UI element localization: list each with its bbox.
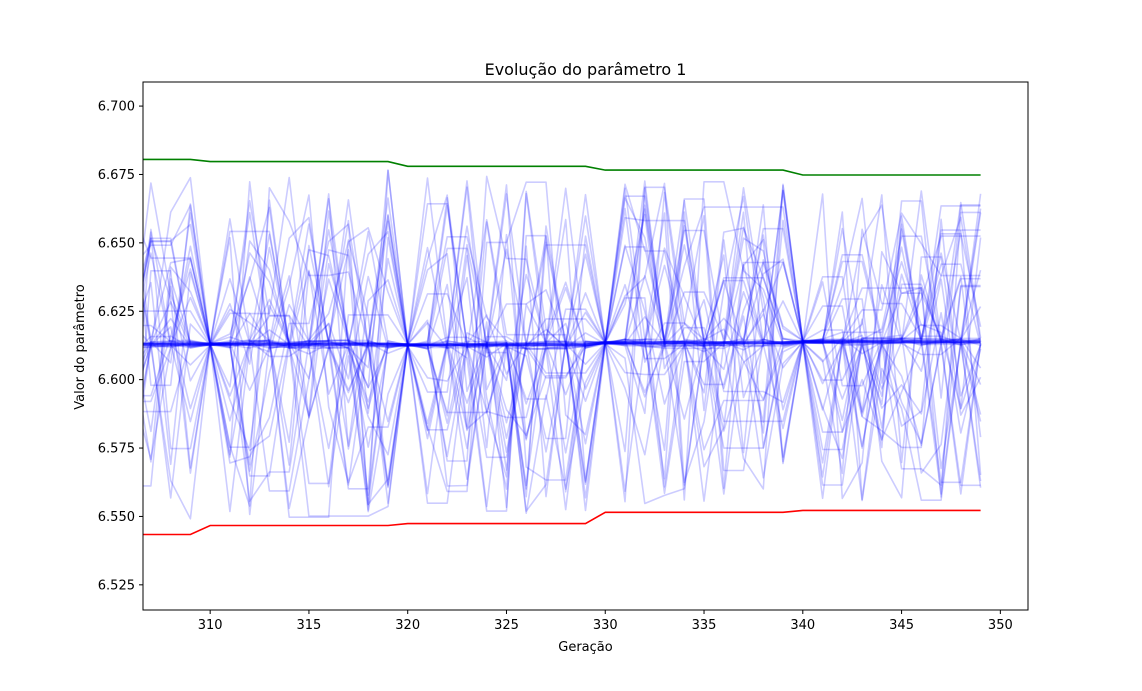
y-tick-label: 6.600 (98, 373, 135, 388)
population-line (143, 191, 981, 515)
population-line (143, 176, 981, 489)
population-line (143, 176, 982, 511)
population-line (143, 215, 982, 490)
population-line (143, 197, 982, 506)
y-axis-label: Valor do parâmetro (73, 284, 88, 410)
population-line (143, 184, 981, 498)
x-tick-label: 335 (692, 618, 717, 633)
x-tick-label: 320 (395, 618, 420, 633)
population-line (143, 183, 981, 486)
population-line (143, 183, 982, 513)
population-line (143, 204, 981, 510)
population-line (143, 193, 982, 495)
plot-frame (142, 81, 1029, 611)
x-tick-label: 350 (988, 618, 1013, 633)
x-tick-label: 325 (494, 618, 519, 633)
population-line (143, 190, 981, 440)
x-axis-label: Geração (558, 640, 612, 655)
population-line (143, 187, 982, 499)
x-tick-label: 310 (198, 618, 223, 633)
y-tick-label: 6.675 (98, 168, 135, 183)
population-line (143, 194, 982, 495)
population-line (143, 187, 982, 520)
upper-bound-line (143, 158, 981, 176)
population-line (143, 227, 981, 488)
x-tick-label: 330 (593, 618, 618, 633)
population-line (143, 180, 981, 506)
population-line (143, 169, 982, 511)
lower-bound-line (143, 509, 981, 536)
population-line (143, 198, 982, 498)
y-tick-label: 6.625 (98, 305, 135, 320)
y-tick-label: 6.700 (98, 100, 135, 115)
population-line (143, 181, 982, 493)
population-line (143, 169, 982, 499)
population-line (143, 193, 981, 450)
chart-title: Evolução do parâmetro 1 (485, 60, 687, 79)
y-tick-label: 6.650 (98, 236, 135, 251)
x-tick-label: 340 (790, 618, 815, 633)
population-line (143, 182, 982, 486)
y-tick-label: 6.575 (98, 442, 135, 457)
plot-area (143, 158, 982, 536)
convergence-line (143, 340, 981, 347)
y-tick-label: 6.525 (98, 578, 135, 593)
y-tick-label: 6.550 (98, 510, 135, 525)
population-line (143, 218, 982, 479)
x-tick-label: 345 (889, 618, 914, 633)
population-line (143, 229, 981, 477)
population-line (143, 199, 981, 505)
x-tick-label: 315 (297, 618, 322, 633)
population-line (143, 198, 982, 508)
